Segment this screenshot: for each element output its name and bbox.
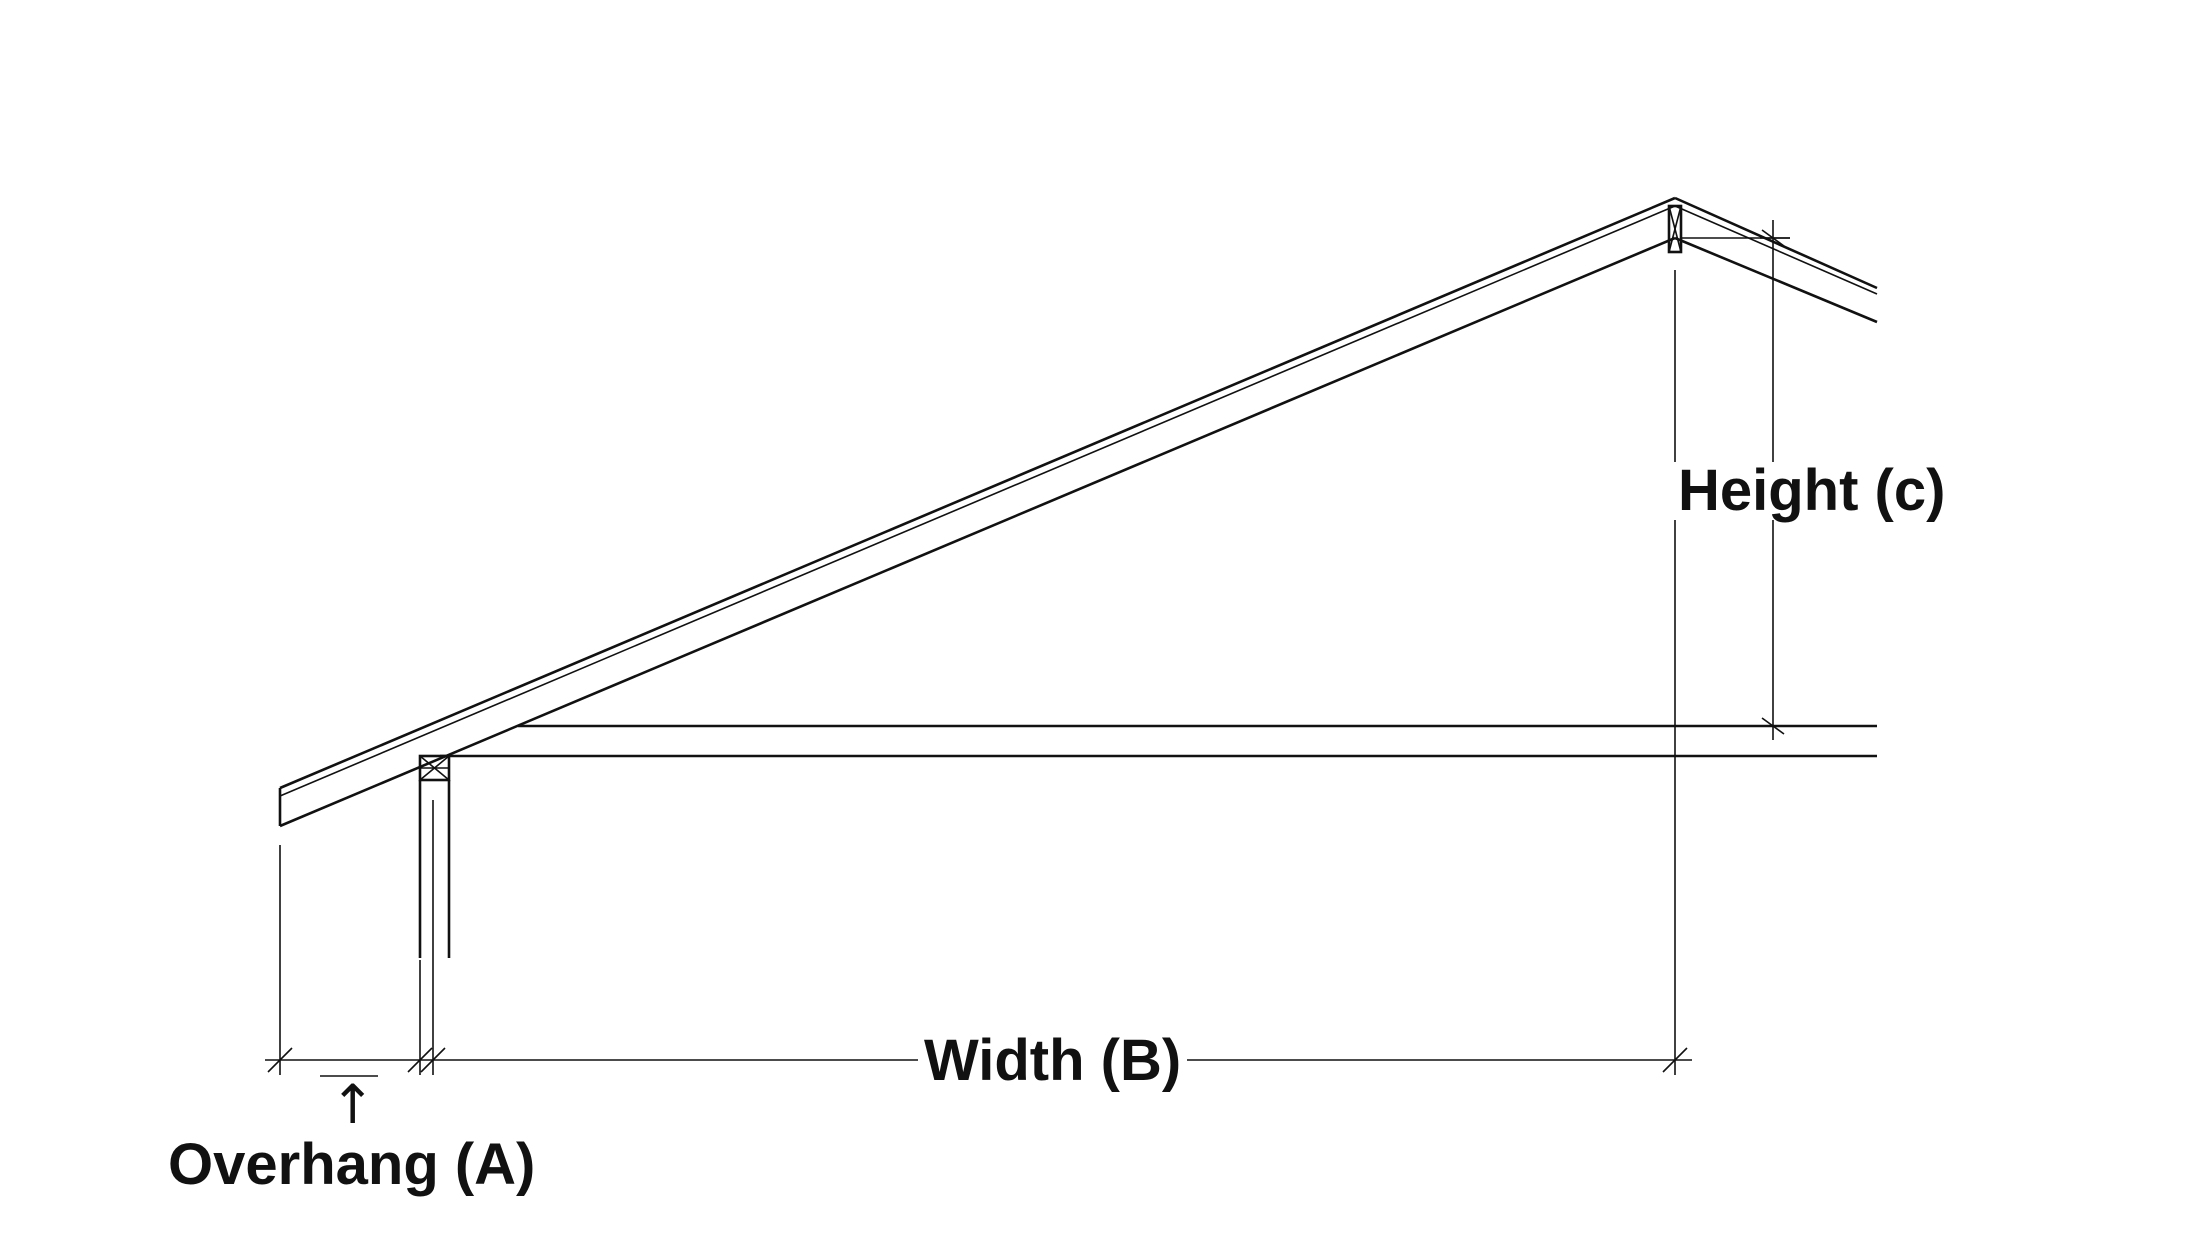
ceiling-joist	[440, 724, 1877, 758]
top-plate	[418, 754, 451, 782]
width-label: Width (B)	[918, 1032, 1188, 1090]
extension-lines	[279, 237, 1790, 1075]
up-arrow-icon: ↑	[330, 1073, 376, 1136]
overhang-label: Overhang (A)	[168, 1132, 536, 1197]
wall-stud	[418, 780, 451, 958]
height-label: Height (c)	[1674, 462, 1950, 520]
ridge-board	[1667, 204, 1683, 254]
rafter	[278, 196, 1676, 828]
opposite-rafter	[1674, 196, 1878, 324]
